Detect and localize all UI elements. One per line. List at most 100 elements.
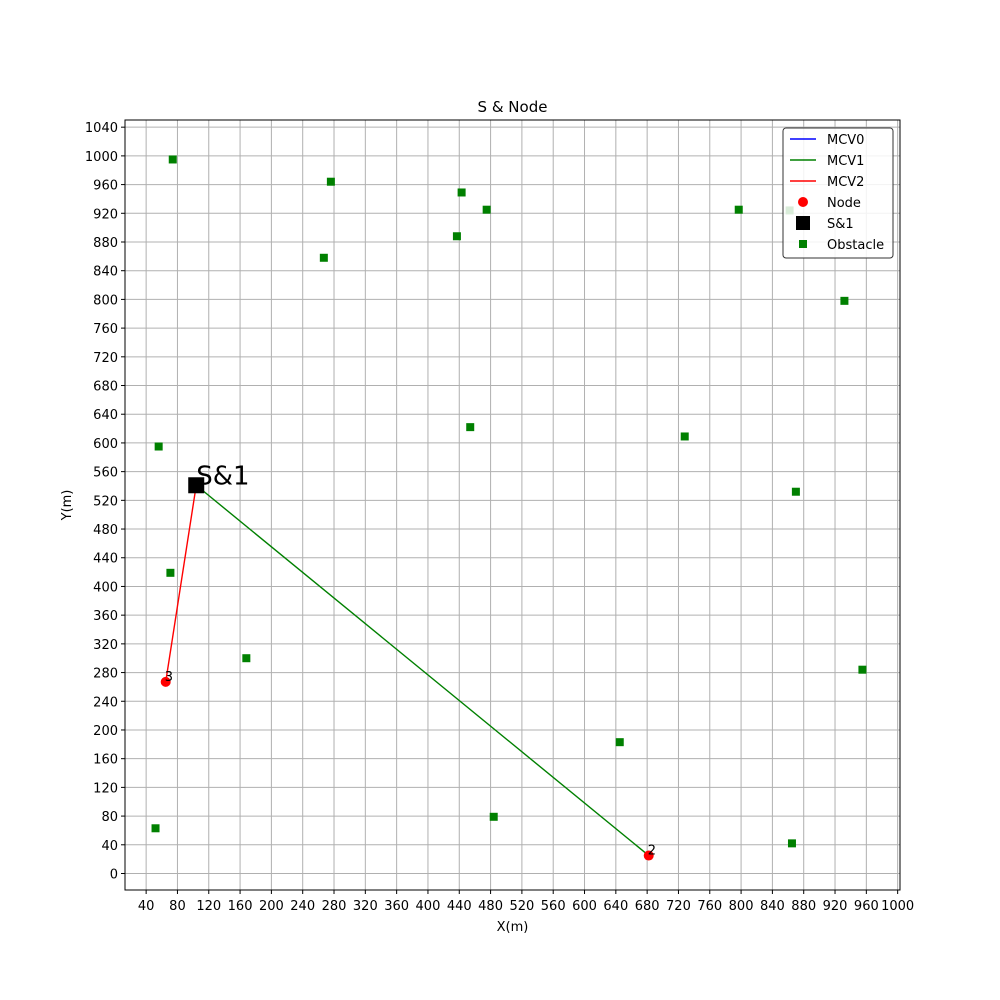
- node-label: 3: [165, 670, 173, 685]
- plot-frame: [124, 119, 901, 891]
- route-mcv2: [165, 485, 197, 682]
- obstacle-marker: [489, 812, 498, 821]
- y-tick-label: 800: [93, 293, 118, 308]
- x-tick-label: 440: [447, 899, 472, 914]
- node-marker: [160, 676, 171, 687]
- obstacle-marker: [466, 423, 475, 432]
- x-tick-label: 840: [760, 899, 785, 914]
- routes: [165, 484, 650, 857]
- y-tick-label: 120: [93, 781, 118, 796]
- legend-label: Obstacle: [827, 238, 884, 253]
- y-tick-label: 760: [93, 322, 118, 337]
- x-tick-label: 320: [353, 899, 378, 914]
- y-tick-label: 280: [93, 667, 118, 682]
- y-tick-label: 640: [93, 408, 118, 423]
- y-tick-label: 0: [110, 867, 118, 882]
- x-tick-label: 600: [572, 899, 597, 914]
- y-tick-label: 600: [93, 437, 118, 452]
- y-tick-label: 840: [93, 265, 118, 280]
- y-tick-label: 880: [93, 236, 118, 251]
- x-tick-label: 160: [228, 899, 253, 914]
- ticks: 40 80 120 160 200 240 280 320 360 400 440 480 520 560…: [85, 121, 914, 914]
- obstacle-marker: [680, 432, 689, 441]
- y-tick-label: 400: [93, 580, 118, 595]
- obstacle-marker: [154, 442, 163, 451]
- y-tick-label: 320: [93, 638, 118, 653]
- legend-swatch: [796, 216, 810, 230]
- x-tick-label: 800: [729, 899, 754, 914]
- obstacle-marker: [615, 738, 624, 747]
- y-axis-label: Y(m): [60, 490, 75, 522]
- y-tick-label: 720: [93, 351, 118, 366]
- x-tick-label: 960: [854, 899, 879, 914]
- obstacle-marker: [242, 654, 251, 663]
- station: S&1: [188, 461, 250, 494]
- legend-label: MCV1: [827, 154, 864, 169]
- x-tick-label: 560: [541, 899, 566, 914]
- legend-label: MCV0: [827, 133, 864, 148]
- obstacle-marker: [734, 205, 743, 214]
- x-tick-label: 880: [791, 899, 816, 914]
- legend-label: MCV2: [827, 175, 864, 190]
- x-tick-label: 920: [823, 899, 848, 914]
- node-marker: [643, 850, 654, 861]
- x-tick-label: 480: [478, 899, 503, 914]
- obstacle-marker: [858, 665, 867, 674]
- y-tick-label: 920: [93, 207, 118, 222]
- y-tick-label: 80: [101, 810, 118, 825]
- legend-label: S&1: [827, 217, 854, 232]
- x-tick-label: 80: [169, 899, 186, 914]
- x-tick-label: 280: [322, 899, 347, 914]
- obstacle-marker: [452, 232, 461, 241]
- station-label: S&1: [196, 461, 249, 491]
- y-tick-label: 360: [93, 609, 118, 624]
- x-tick-label: 640: [603, 899, 628, 914]
- y-tick-label: 680: [93, 380, 118, 395]
- chart-title: S & Node: [478, 98, 548, 116]
- obstacle-marker: [482, 205, 491, 214]
- y-tick-label: 240: [93, 695, 118, 710]
- x-tick-label: 720: [666, 899, 691, 914]
- x-tick-label: 40: [138, 899, 155, 914]
- y-tick-label: 440: [93, 552, 118, 567]
- station-marker: [188, 477, 205, 494]
- y-tick-label: 1000: [85, 150, 118, 165]
- obstacles: [151, 155, 867, 848]
- x-tick-label: 240: [290, 899, 315, 914]
- x-tick-label: 360: [384, 899, 409, 914]
- route-mcv1: [195, 484, 650, 857]
- grid: [125, 120, 900, 890]
- obstacle-marker: [840, 296, 849, 305]
- legend-swatch: [798, 197, 808, 207]
- x-tick-label: 520: [509, 899, 534, 914]
- legend: MCV0 MCV1 MCV2 Node S&1 Obstacle: [782, 127, 894, 259]
- x-tick-label: 400: [416, 899, 441, 914]
- x-tick-label: 120: [196, 899, 221, 914]
- x-tick-label: 200: [259, 899, 284, 914]
- y-tick-label: 160: [93, 753, 118, 768]
- obstacle-marker: [457, 188, 466, 197]
- obstacle-marker: [168, 155, 177, 164]
- obstacle-marker: [791, 487, 800, 496]
- obstacle-marker: [151, 824, 160, 833]
- y-tick-label: 520: [93, 494, 118, 509]
- node-label: 2: [648, 844, 656, 859]
- y-tick-label: 40: [101, 839, 118, 854]
- x-tick-label: 680: [635, 899, 660, 914]
- legend-swatch: [799, 240, 807, 248]
- x-axis-label: X(m): [497, 920, 529, 935]
- obstacle-marker: [319, 253, 328, 262]
- x-tick-label: 1000: [881, 899, 914, 914]
- obstacle-marker: [166, 568, 175, 577]
- legend-label: Node: [827, 196, 861, 211]
- nodes: 23: [160, 670, 656, 861]
- y-tick-label: 960: [93, 179, 118, 194]
- y-tick-label: 1040: [85, 121, 118, 136]
- x-tick-label: 760: [697, 899, 722, 914]
- obstacle-marker: [787, 839, 796, 848]
- obstacle-marker: [326, 177, 335, 186]
- y-tick-label: 560: [93, 466, 118, 481]
- y-tick-label: 480: [93, 523, 118, 538]
- y-tick-label: 200: [93, 724, 118, 739]
